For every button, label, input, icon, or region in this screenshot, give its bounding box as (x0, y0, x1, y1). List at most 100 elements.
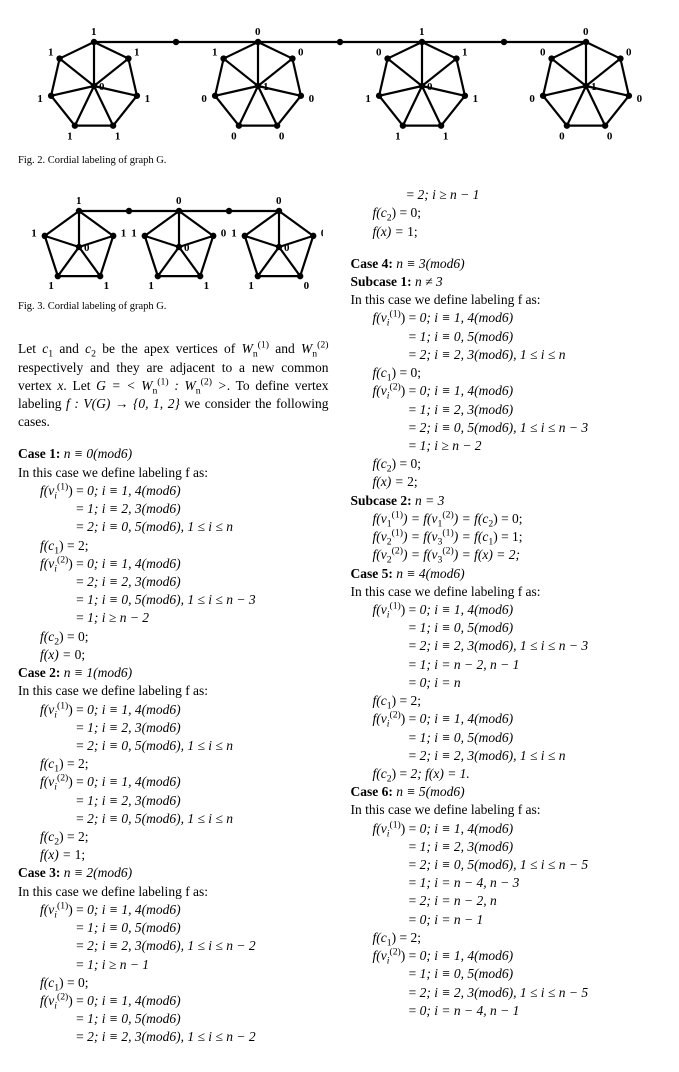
svg-text:1: 1 (365, 93, 371, 105)
case-3-head: Case 3: n ≡ 2(mod6) (18, 864, 329, 882)
svg-text:1: 1 (395, 131, 401, 143)
W-sym: W (242, 341, 253, 356)
eq: f(vi(1)) = 0; i ≡ 1, 4(mod6) (40, 701, 329, 719)
case-4-sub2-head: Subcase 2: n = 3 (351, 492, 662, 510)
eq: f(c2) = 2; f(x) = 1. (373, 765, 662, 783)
case-1-intro: In this case we define labeling f as: (18, 464, 329, 482)
eq: f(v2(1)) = f(v3(1)) = f(c1) = 1; (373, 528, 662, 546)
svg-text:1: 1 (104, 280, 110, 292)
case-cond: n ≡ 5(mod6) (396, 784, 464, 799)
svg-text:0: 0 (255, 26, 261, 38)
case-6-eqs: f(vi(1)) = 0; i ≡ 1, 4(mod6) f(vi(1)) = … (351, 820, 662, 1020)
eq: f(x) = 1; (40, 846, 329, 864)
case-cond: n ≡ 3(mod6) (396, 256, 464, 271)
eq: f(c1) = 2; (40, 755, 329, 773)
svg-text:0: 0 (529, 93, 535, 105)
svg-text:1: 1 (132, 228, 138, 240)
eq: f(vi(2)) = 0; i ≡ 1, 4(mod6) (373, 382, 662, 400)
W-sym: W (301, 341, 312, 356)
svg-text:0: 0 (539, 47, 545, 59)
svg-text:0: 0 (583, 26, 589, 38)
eq: f(c1) = 0; (373, 364, 662, 382)
eq: f(v1(1)) = f(v1(2)) = f(c2) = 0; (373, 510, 662, 528)
eq: f(vi(1)) = 1; i = n − 2, n − 1 (373, 656, 662, 674)
eq: f(vi(2)) = 1; i ≡ 0, 5(mod6) (373, 965, 662, 983)
case-cond: n ≡ 4(mod6) (396, 566, 464, 581)
case-cond: n ≡ 2(mod6) (64, 865, 132, 880)
case-4-intro: In this case we define labeling f as: (351, 291, 662, 309)
svg-text:0: 0 (201, 93, 207, 105)
eq: f(vi(2)) = 1; i ≡ 0, 5(mod6), 1 ≤ i ≤ n … (40, 591, 329, 609)
case-5-head: Case 5: n ≡ 4(mod6) (351, 565, 662, 583)
case-2-intro: In this case we define labeling f as: (18, 682, 329, 700)
right-column: = 2; i ≥ n − 1 f(c2) = 0; f(x) = 1; Case… (351, 186, 662, 1046)
case-3-intro: In this case we define labeling f as: (18, 883, 329, 901)
svg-text:1: 1 (37, 93, 43, 105)
svg-text:1: 1 (472, 93, 478, 105)
figure-3-caption: Fig. 3. Cordial labeling of graph G. (18, 300, 329, 314)
svg-text:0: 0 (278, 131, 284, 143)
eq: f(vi(2)) = 2; i ≡ 0, 5(mod6), 1 ≤ i ≤ n (40, 810, 329, 828)
svg-text:0: 0 (308, 93, 314, 105)
subcase-label: Subcase 2: (351, 493, 416, 508)
c1-sub: 1 (48, 349, 53, 360)
case-cond: n ≡ 0(mod6) (64, 446, 132, 461)
eq: f(vi(1)) = 0; i = n − 1 (373, 911, 662, 929)
W-sup: (2) (201, 376, 212, 387)
svg-text:1: 1 (121, 228, 127, 240)
eq: f(vi(1)) = 0; i = n (373, 674, 662, 692)
eq: f(c1) = 0; (40, 974, 329, 992)
eq: f(vi(2)) = 1; i ≡ 0, 5(mod6) (40, 1010, 329, 1028)
intro-text: and (59, 341, 85, 356)
case-label: Case 5: (351, 566, 397, 581)
eq: f(c1) = 2; (40, 537, 329, 555)
Gdef: G = < (96, 378, 141, 393)
svg-text:1: 1 (76, 195, 82, 207)
subcase-cond: n = 3 (415, 493, 444, 508)
eq: f(vi(1)) = 1; i = n − 4, n − 3 (373, 874, 662, 892)
intro-text: and (275, 341, 301, 356)
eq: f(vi(1)) = 0; i ≡ 1, 4(mod6) (40, 482, 329, 500)
svg-text:1: 1 (47, 47, 53, 59)
case-introline: In this case we define labeling f as: (351, 802, 541, 817)
eq: f(c1) = 2; (373, 692, 662, 710)
eq: f(vi(2)) = 1; i ≥ n − 2 (40, 609, 329, 627)
svg-text:0: 0 (284, 242, 290, 254)
eq: f(v2(2)) = f(v3(2)) = f(x) = 2; (373, 546, 662, 564)
eq: f(vi(2)) = 0; i ≡ 1, 4(mod6) (40, 555, 329, 573)
case-4-sub2-eqs: f(v1(1)) = f(v1(2)) = f(c2) = 0; f(v2(1)… (351, 510, 662, 565)
svg-text:1: 1 (67, 131, 73, 143)
Gdef: > (212, 378, 227, 393)
svg-text:1: 1 (462, 47, 468, 59)
case-introline: In this case we define labeling f as: (18, 465, 208, 480)
svg-text:1: 1 (263, 81, 269, 93)
svg-text:0: 0 (176, 195, 182, 207)
eq: = 2; i ≥ n − 1 (407, 186, 662, 204)
eq: f(vi(2)) = 0; i ≡ 1, 4(mod6) (373, 710, 662, 728)
eq: f(c2) = 2; (40, 828, 329, 846)
W-sup: (2) (317, 340, 328, 351)
eq: f(vi(2)) = 2; i ≡ 0, 5(mod6), 1 ≤ i ≤ n … (373, 419, 662, 437)
intro-text: be the apex vertices of (102, 341, 241, 356)
case-introline: In this case we define labeling f as: (351, 292, 541, 307)
eq: f(vi(2)) = 2; i ≡ 2, 3(mod6), 1 ≤ i ≤ n … (40, 1028, 329, 1046)
case-label: Case 4: (351, 256, 397, 271)
eq: f(vi(1)) = 2; i ≡ 0, 5(mod6), 1 ≤ i ≤ n (40, 737, 329, 755)
eq: f(vi(2)) = 1; i ≥ n − 2 (373, 437, 662, 455)
intro-text: Let (18, 341, 42, 356)
svg-text:1: 1 (144, 93, 150, 105)
case-2-eqs: f(vi(1)) = 0; i ≡ 1, 4(mod6) f(vi(1)) = … (18, 701, 329, 865)
svg-text:1: 1 (211, 47, 217, 59)
case-3-eqs: f(vi(1)) = 0; i ≡ 1, 4(mod6) f(vi(1)) = … (18, 901, 329, 1047)
case-introline: In this case we define labeling f as: (18, 683, 208, 698)
eq: f(c2) = 0; (373, 455, 662, 473)
eq: f(vi(1)) = 0; i ≡ 1, 4(mod6) (373, 820, 662, 838)
case-label: Case 2: (18, 665, 64, 680)
eq: f(c1) = 2; (373, 929, 662, 947)
W-sup: (1) (157, 376, 168, 387)
svg-text:0: 0 (606, 131, 612, 143)
svg-text:1: 1 (249, 280, 255, 292)
svg-text:1: 1 (204, 280, 210, 292)
W-sym: W (185, 378, 196, 393)
W-sym: W (141, 378, 152, 393)
